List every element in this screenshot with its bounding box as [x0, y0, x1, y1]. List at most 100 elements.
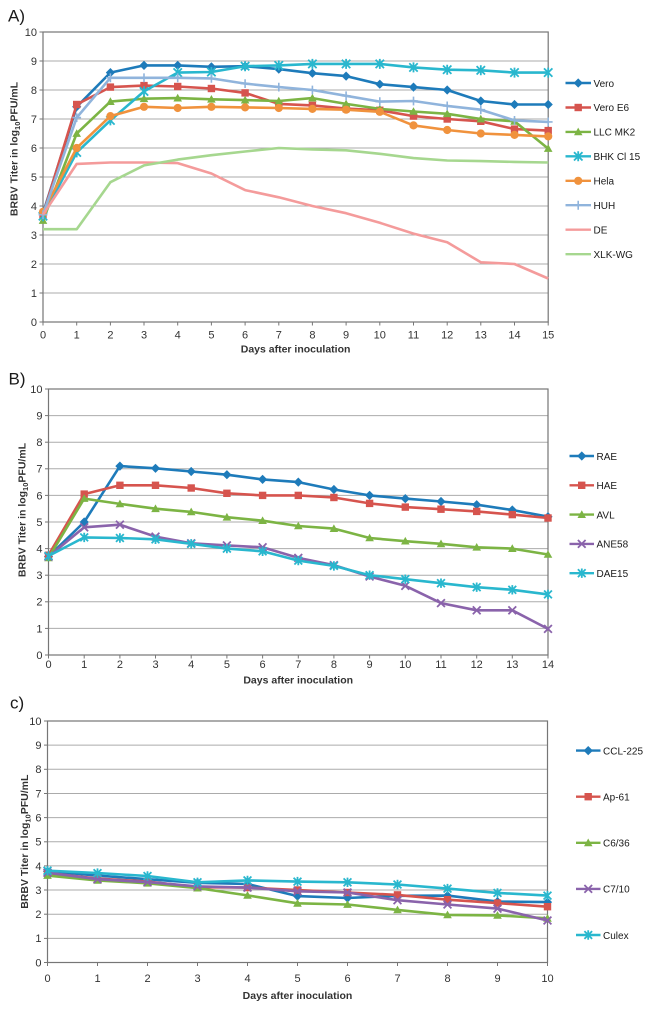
- svg-text:Vero: Vero: [594, 79, 615, 90]
- svg-text:CCL-225: CCL-225: [603, 746, 643, 757]
- svg-text:4: 4: [188, 659, 194, 671]
- svg-text:14: 14: [542, 659, 554, 671]
- svg-text:8: 8: [331, 659, 337, 671]
- svg-text:3: 3: [194, 973, 200, 985]
- svg-text:8: 8: [31, 85, 37, 97]
- svg-text:3: 3: [36, 570, 42, 582]
- svg-text:XLK-WG: XLK-WG: [594, 250, 634, 261]
- svg-text:2: 2: [35, 909, 41, 921]
- svg-text:5: 5: [208, 330, 214, 342]
- svg-text:15: 15: [542, 330, 554, 342]
- svg-text:2: 2: [107, 330, 113, 342]
- svg-text:Ap-61: Ap-61: [603, 793, 630, 804]
- svg-text:BRBV Titer in log10PFU/mL: BRBV Titer in log10PFU/mL: [17, 442, 31, 577]
- svg-text:4: 4: [31, 201, 37, 213]
- svg-text:8: 8: [444, 973, 450, 985]
- svg-text:AVL: AVL: [597, 510, 616, 521]
- svg-text:9: 9: [35, 740, 41, 752]
- svg-text:11: 11: [435, 659, 446, 671]
- svg-text:10: 10: [541, 973, 553, 985]
- svg-text:Days after inoculation: Days after inoculation: [241, 344, 351, 356]
- svg-text:12: 12: [441, 330, 453, 342]
- svg-text:8: 8: [309, 330, 315, 342]
- svg-text:c): c): [10, 694, 24, 713]
- svg-text:10: 10: [374, 330, 386, 342]
- svg-text:7: 7: [276, 330, 282, 342]
- svg-text:10: 10: [399, 659, 411, 671]
- svg-text:2: 2: [31, 259, 37, 271]
- svg-text:14: 14: [508, 330, 520, 342]
- svg-text:10: 10: [30, 384, 42, 396]
- svg-text:7: 7: [35, 788, 41, 800]
- svg-text:Days after inoculation: Days after inoculation: [243, 990, 353, 1002]
- svg-text:10: 10: [29, 716, 41, 728]
- svg-text:9: 9: [31, 56, 37, 68]
- svg-text:4: 4: [244, 973, 250, 985]
- svg-text:LLC MK2: LLC MK2: [594, 128, 636, 139]
- svg-text:6: 6: [36, 490, 42, 502]
- svg-text:1: 1: [35, 933, 41, 945]
- svg-text:3: 3: [35, 885, 41, 897]
- svg-text:7: 7: [31, 114, 37, 126]
- svg-text:5: 5: [31, 172, 37, 184]
- svg-text:Culex: Culex: [603, 931, 629, 942]
- svg-text:6: 6: [242, 330, 248, 342]
- svg-text:9: 9: [494, 973, 500, 985]
- svg-text:6: 6: [344, 973, 350, 985]
- svg-text:12: 12: [471, 659, 483, 671]
- svg-text:9: 9: [36, 411, 42, 423]
- svg-text:6: 6: [31, 143, 37, 155]
- svg-text:3: 3: [31, 230, 37, 242]
- svg-text:10: 10: [25, 27, 37, 39]
- svg-text:Hela: Hela: [594, 177, 615, 188]
- svg-text:DE: DE: [594, 226, 608, 237]
- svg-text:0: 0: [35, 957, 41, 969]
- svg-text:0: 0: [31, 317, 37, 329]
- svg-text:Days after inoculation: Days after inoculation: [243, 675, 353, 687]
- svg-text:BRBV Titer in log10PFU/mL: BRBV Titer in log10PFU/mL: [9, 81, 23, 216]
- svg-text:8: 8: [36, 437, 42, 449]
- svg-text:1: 1: [74, 330, 80, 342]
- svg-text:C7/10: C7/10: [603, 885, 630, 896]
- svg-text:7: 7: [36, 464, 42, 476]
- svg-text:7: 7: [394, 973, 400, 985]
- svg-text:BRBV Titer in log10PFU/mL: BRBV Titer in log10PFU/mL: [19, 774, 33, 909]
- svg-text:4: 4: [36, 544, 42, 556]
- svg-text:5: 5: [35, 837, 41, 849]
- svg-text:BHK Cl 15: BHK Cl 15: [594, 152, 641, 163]
- svg-text:11: 11: [408, 330, 419, 342]
- svg-text:1: 1: [36, 623, 42, 635]
- svg-text:3: 3: [152, 659, 158, 671]
- svg-text:ANE58: ANE58: [597, 540, 629, 551]
- svg-text:0: 0: [40, 330, 46, 342]
- svg-text:RAE: RAE: [597, 452, 618, 463]
- svg-text:A): A): [8, 7, 25, 26]
- svg-text:2: 2: [144, 973, 150, 985]
- svg-text:HAE: HAE: [597, 481, 618, 492]
- svg-text:1: 1: [81, 659, 87, 671]
- svg-text:2: 2: [36, 597, 42, 609]
- svg-text:5: 5: [36, 517, 42, 529]
- svg-text:9: 9: [367, 659, 373, 671]
- svg-text:13: 13: [475, 330, 487, 342]
- svg-text:0: 0: [45, 659, 51, 671]
- svg-text:3: 3: [141, 330, 147, 342]
- svg-text:6: 6: [35, 813, 41, 825]
- svg-text:4: 4: [175, 330, 181, 342]
- svg-text:0: 0: [44, 973, 50, 985]
- svg-text:HUH: HUH: [594, 201, 616, 212]
- svg-text:9: 9: [343, 330, 349, 342]
- svg-text:DAE15: DAE15: [597, 569, 629, 580]
- svg-text:1: 1: [31, 288, 37, 300]
- svg-text:6: 6: [260, 659, 266, 671]
- svg-text:5: 5: [294, 973, 300, 985]
- svg-text:7: 7: [295, 659, 301, 671]
- svg-text:B): B): [9, 370, 26, 389]
- svg-text:4: 4: [35, 861, 41, 873]
- svg-text:13: 13: [506, 659, 518, 671]
- svg-text:8: 8: [35, 764, 41, 776]
- svg-text:0: 0: [36, 650, 42, 662]
- svg-text:Vero E6: Vero E6: [594, 103, 630, 114]
- svg-text:1: 1: [94, 973, 100, 985]
- svg-text:C6/36: C6/36: [603, 839, 630, 850]
